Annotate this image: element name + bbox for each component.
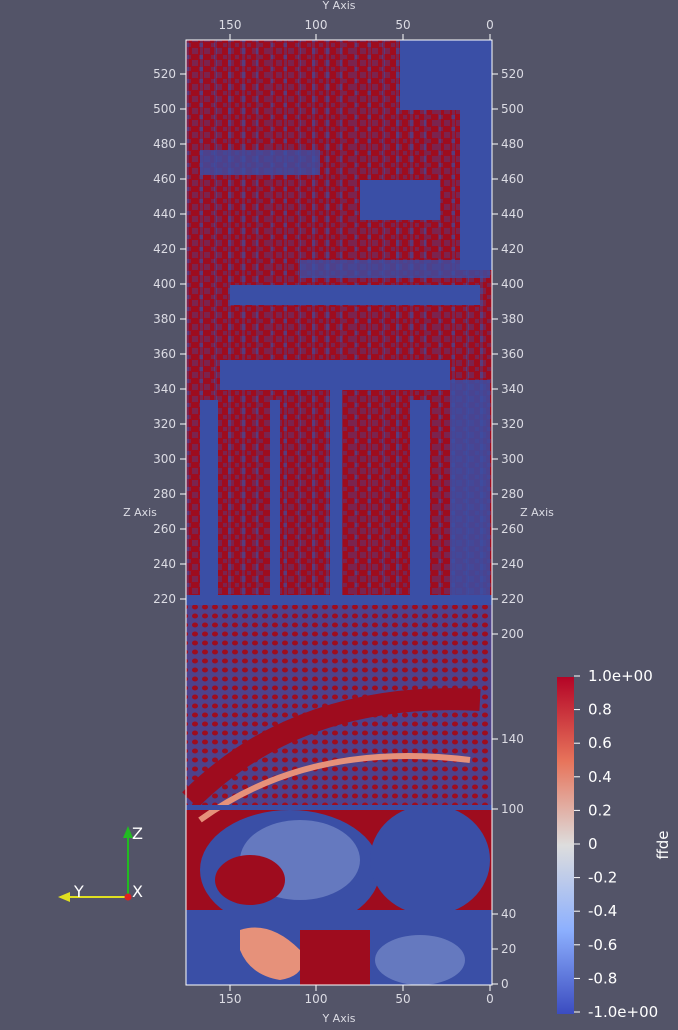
z-tick-label: 420 — [153, 242, 176, 256]
z-tick-label: 500 — [501, 102, 524, 116]
z-tick-label: 220 — [153, 592, 176, 606]
z-tick-label: 440 — [501, 207, 524, 221]
colorbar-tick-label: -0.4 — [588, 902, 617, 920]
orientation-axes: Z Y X — [58, 824, 143, 902]
z-tick-label: 100 — [501, 802, 524, 816]
colorbar-tick-label: 1.0e+00 — [588, 667, 653, 685]
y-tick-top-0: 0 — [486, 18, 494, 32]
colorbar-tick-label: 0.2 — [588, 801, 612, 819]
z-tick-label: 460 — [153, 172, 176, 186]
z-tick-label: 220 — [501, 592, 524, 606]
z-tick-label: 280 — [153, 487, 176, 501]
y-axis-title-top: Y Axis — [321, 0, 355, 12]
z-tick-label: 260 — [501, 522, 524, 536]
z-axis-title-left: Z Axis — [123, 506, 157, 519]
colorbar: 1.0e+00 0.8 0.6 0.4 0.2 0 -0.2 -0.4 -0.6 -0.8 -1.0… — [557, 667, 672, 1021]
colorbar-tick-label: -0.2 — [588, 869, 617, 887]
z-tick-label: 460 — [501, 172, 524, 186]
z-tick-label: 400 — [501, 277, 524, 291]
z-axis-title-right: Z Axis — [520, 506, 554, 519]
y-arrowhead-icon — [58, 892, 70, 902]
y-tick-top-50: 50 — [395, 18, 410, 32]
z-tick-label: 260 — [153, 522, 176, 536]
x-origin-icon — [124, 893, 132, 901]
z-tick-label: 360 — [153, 347, 176, 361]
z-tick-label: 480 — [501, 137, 524, 151]
z-tick-label: 20 — [501, 942, 516, 956]
z-tick-label: 140 — [501, 732, 524, 746]
z-tick-label: 380 — [501, 312, 524, 326]
orientation-label-y: Y — [73, 882, 84, 901]
z-tick-label: 280 — [501, 487, 524, 501]
colorbar-tick-label: 0.4 — [588, 768, 612, 786]
z-tick-label: 480 — [153, 137, 176, 151]
z-tick-label: 360 — [501, 347, 524, 361]
colorbar-tick-label: 0.8 — [588, 701, 612, 719]
z-tick-label: 320 — [153, 417, 176, 431]
orientation-label-z: Z — [132, 824, 143, 843]
y-axis-top: 150 100 50 0 Y Axis — [186, 0, 494, 41]
colorbar-title: ffde — [654, 830, 672, 859]
z-tick-label: 240 — [153, 557, 176, 571]
colorbar-tick-label: 0 — [588, 835, 598, 853]
z-tick-label: 0 — [501, 977, 509, 991]
z-tick-label: 420 — [501, 242, 524, 256]
z-tick-label: 300 — [153, 452, 176, 466]
z-axis-left: 520 500 480 460 440 420 400 380 360 340 320 300 280 2… — [123, 40, 187, 985]
colorbar-gradient — [557, 677, 574, 1014]
z-tick-label: 340 — [501, 382, 524, 396]
y-tick-bottom-150: 150 — [219, 992, 242, 1006]
y-tick-bottom-50: 50 — [395, 992, 410, 1006]
z-tick-label: 320 — [501, 417, 524, 431]
field-slice[interactable] — [182, 39, 493, 986]
colorbar-tick-label: 0.6 — [588, 734, 612, 752]
z-tick-label: 500 — [153, 102, 176, 116]
z-tick-label: 200 — [501, 627, 524, 641]
colorbar-tick-label: -0.8 — [588, 969, 617, 987]
z-tick-label: 520 — [501, 67, 524, 81]
colorbar-tick-label: -0.6 — [588, 936, 617, 954]
z-tick-label: 380 — [153, 312, 176, 326]
z-tick-label: 240 — [501, 557, 524, 571]
z-tick-label: 520 — [153, 67, 176, 81]
y-tick-top-150: 150 — [219, 18, 242, 32]
y-tick-top-100: 100 — [305, 18, 328, 32]
z-tick-label: 340 — [153, 382, 176, 396]
z-tick-label: 400 — [153, 277, 176, 291]
z-tick-label: 40 — [501, 907, 516, 921]
z-tick-label: 300 — [501, 452, 524, 466]
y-tick-bottom-0: 0 — [486, 992, 494, 1006]
z-arrowhead-icon — [123, 826, 133, 838]
y-axis-title-bottom: Y Axis — [321, 1012, 355, 1025]
y-axis-bottom: 150 100 50 0 Y Axis — [186, 984, 494, 1025]
z-tick-label: 440 — [153, 207, 176, 221]
orientation-label-x: X — [132, 882, 143, 901]
y-tick-bottom-100: 100 — [305, 992, 328, 1006]
z-axis-right: 5205004804604404204003803603403203002802… — [491, 40, 554, 991]
colorbar-tick-label: -1.0e+00 — [588, 1003, 658, 1021]
